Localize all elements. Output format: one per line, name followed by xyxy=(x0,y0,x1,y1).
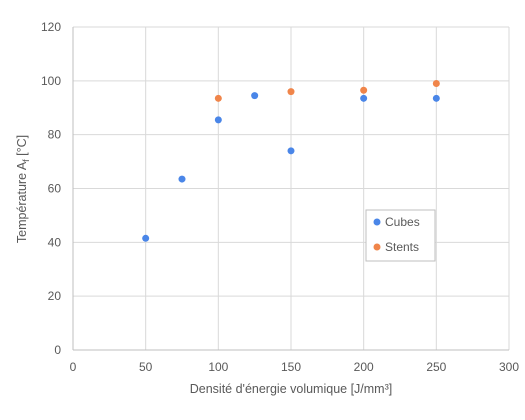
x-tick-label: 0 xyxy=(70,360,77,374)
y-axis-title-subscript: f xyxy=(21,159,31,162)
data-point-cubes xyxy=(432,94,440,102)
x-tick-label: 200 xyxy=(354,360,374,374)
data-point-cubes xyxy=(214,116,222,124)
legend-marker-cubes xyxy=(373,218,381,226)
x-tick-label: 150 xyxy=(281,360,301,374)
x-tick-labels: 0 50 100 150 200 250 300 xyxy=(70,360,520,374)
y-axis-title: Température Af [°C] xyxy=(15,135,31,243)
data-point-cubes xyxy=(360,94,368,102)
legend-label-cubes: Cubes xyxy=(385,215,420,229)
x-tick-label: 250 xyxy=(426,360,446,374)
data-point-cubes xyxy=(178,175,186,183)
legend-label-stents: Stents xyxy=(385,240,419,254)
data-points xyxy=(142,80,440,242)
y-tick-label: 80 xyxy=(48,128,62,142)
legend: Cubes Stents xyxy=(365,209,436,262)
legend-box xyxy=(365,209,436,262)
grid-lines xyxy=(73,26,510,350)
axes xyxy=(72,27,509,351)
data-point-cubes xyxy=(142,234,150,242)
y-axis-title-main: Température A xyxy=(15,161,29,243)
y-tick-label: 100 xyxy=(41,74,61,88)
data-point-cubes xyxy=(287,147,295,155)
y-tick-label: 20 xyxy=(48,289,62,303)
x-axis-title: Densité d'énergie volumique [J/mm³] xyxy=(190,382,392,396)
data-point-stents xyxy=(287,88,295,96)
y-tick-label: 60 xyxy=(48,182,62,196)
y-tick-label: 120 xyxy=(41,20,61,34)
y-tick-label: 40 xyxy=(48,235,62,249)
legend-marker-stents xyxy=(373,243,381,251)
data-point-stents xyxy=(360,86,368,94)
data-point-stents xyxy=(432,80,440,88)
data-point-stents xyxy=(214,94,222,102)
y-tick-labels: 0 20 40 60 80 100 120 xyxy=(41,20,61,357)
x-tick-label: 100 xyxy=(208,360,228,374)
data-point-cubes xyxy=(251,92,259,100)
x-tick-label: 50 xyxy=(139,360,153,374)
y-axis-title-unit: [°C] xyxy=(15,135,29,159)
x-tick-label: 300 xyxy=(499,360,519,374)
y-tick-label: 0 xyxy=(54,343,61,357)
